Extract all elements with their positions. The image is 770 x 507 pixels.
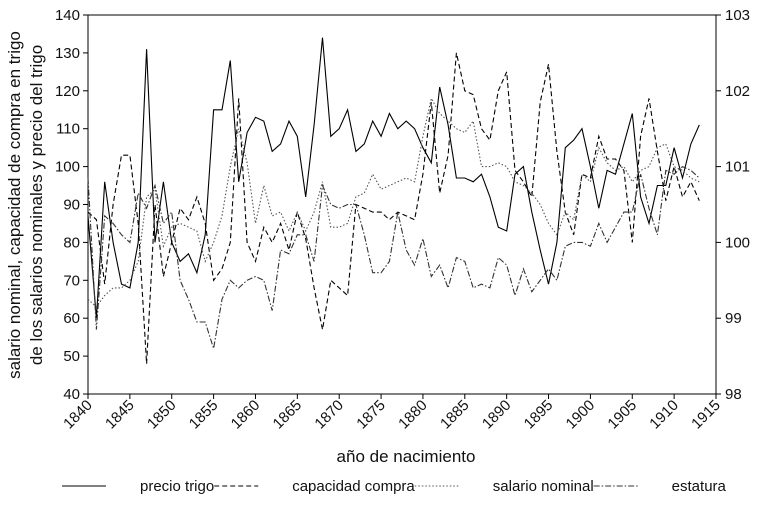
x-tick-label: 1895 <box>521 397 557 433</box>
legend-label: estatura <box>672 478 727 495</box>
y2-tick-label: 100 <box>725 234 750 251</box>
series-line <box>87 52 700 364</box>
x-tick-label: 1855 <box>186 397 222 433</box>
x-tick-label: 1845 <box>102 397 138 433</box>
y-tick-label: 90 <box>63 197 80 214</box>
y-tick-label: 140 <box>55 7 80 24</box>
y-axis-label: salario nominal, capacidad de compra en … <box>5 31 24 379</box>
y-tick-label: 50 <box>63 348 80 365</box>
x-tick-label: 1900 <box>563 397 599 433</box>
series-line <box>87 165 700 349</box>
y-tick-label: 110 <box>56 121 80 138</box>
x-tick-label: 1905 <box>604 397 640 433</box>
legend-label: capacidad compra <box>292 478 415 495</box>
x-tick-label: 1850 <box>144 397 180 433</box>
y2-tick-label: 101 <box>725 159 750 176</box>
y2-tick-label: 98 <box>725 386 742 403</box>
x-tick-label: 1890 <box>479 397 515 433</box>
series-line <box>87 96 700 308</box>
x-tick-label: 1875 <box>353 397 389 433</box>
y2-tick-label: 102 <box>725 83 750 100</box>
y2-tick-label: 103 <box>725 7 750 24</box>
x-axis-label: año de nacimiento <box>337 447 476 466</box>
plot-frame <box>87 14 717 395</box>
x-tick-label: 1910 <box>646 397 682 433</box>
y-tick-label: 40 <box>63 386 80 403</box>
x-tick-label: 1865 <box>270 397 306 433</box>
y-tick-label: 80 <box>63 234 80 251</box>
x-tick-label: 1915 <box>688 397 724 433</box>
x-tick-label: 1860 <box>228 397 264 433</box>
y-tick-label: 130 <box>55 45 80 62</box>
x-tick-label: 1885 <box>437 397 473 433</box>
y-tick-label: 60 <box>63 310 80 327</box>
y-tick-label: 120 <box>55 83 80 100</box>
legend-label: salario nominal <box>493 478 594 495</box>
y-tick-label: 70 <box>63 272 80 289</box>
x-tick-label: 1880 <box>395 397 431 433</box>
y-axis-label: de los salarios nominales y precio del t… <box>27 45 46 365</box>
y-tick-label: 100 <box>55 159 80 176</box>
series-line <box>87 37 700 319</box>
x-tick-label: 1870 <box>311 397 347 433</box>
y2-tick-label: 99 <box>725 310 742 327</box>
legend-label: precio trigo <box>140 478 214 495</box>
